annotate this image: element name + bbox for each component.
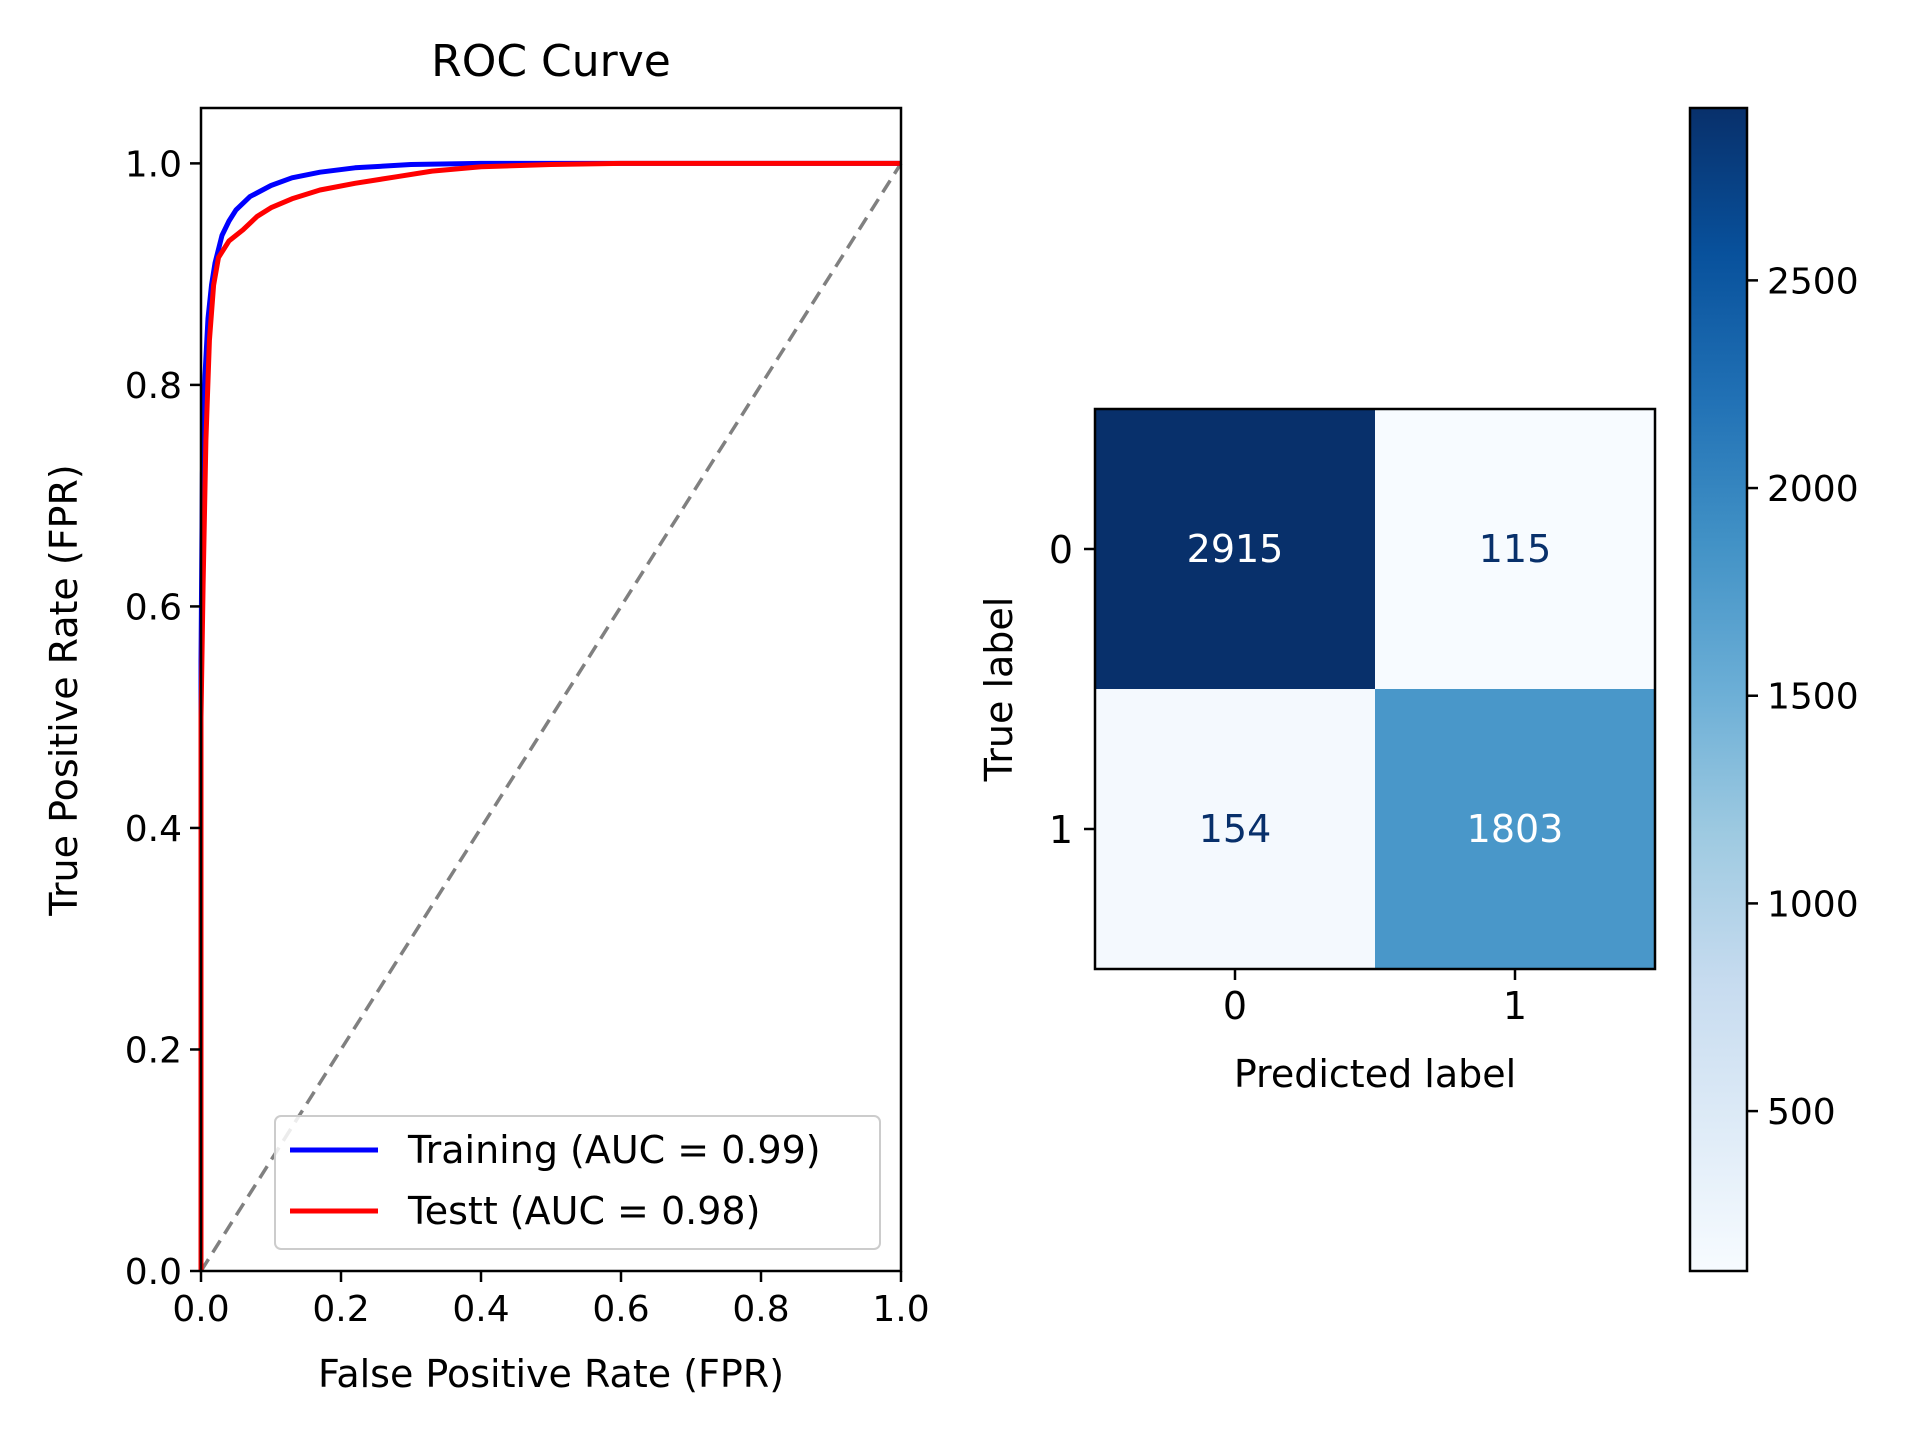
roc-plot-area <box>198 160 903 1272</box>
cm-cell-1-1 <box>1375 689 1655 969</box>
roc-series-chance-line <box>199 162 903 1272</box>
colorbar-ticks: 500 1000 1500 2000 2500 <box>1747 261 1859 1133</box>
confusion-matrix-ticks: 0 1 0 1 <box>1049 528 1527 1028</box>
roc-x-ticks: 0.0 0.2 0.4 0.6 0.8 1.0 <box>172 1271 930 1330</box>
cm-cell-0-0 <box>1095 409 1375 689</box>
cm-cell-value-0-0: 2915 <box>1187 527 1284 571</box>
colorbar-tick-label: 1500 <box>1767 677 1859 718</box>
cm-y-tick-label: 1 <box>1049 808 1073 852</box>
colorbar-gradient <box>1688 106 1749 1273</box>
roc-y-tick-label: 0.4 <box>125 809 182 850</box>
cm-x-tick-label: 0 <box>1223 984 1247 1028</box>
colorbar-tick-label: 500 <box>1767 1092 1836 1133</box>
roc-y-tick-label: 0.8 <box>125 366 182 407</box>
cm-cell-value-1-1: 1803 <box>1467 807 1564 851</box>
cm-cell-0-1 <box>1375 409 1655 689</box>
roc-x-tick-label: 0.4 <box>452 1289 509 1330</box>
roc-title: ROC Curve <box>431 36 671 87</box>
roc-x-tick-label: 0.6 <box>592 1289 649 1330</box>
roc-legend-label-test: Testt (AUC = 0.98) <box>407 1189 760 1233</box>
roc-legend-label-training: Training (AUC = 0.99) <box>407 1128 821 1172</box>
colorbar: 500 1000 1500 2000 2500 <box>1688 106 1859 1273</box>
roc-y-tick-label: 0.2 <box>125 1030 182 1071</box>
colorbar-tick-label: 2500 <box>1767 261 1859 302</box>
confusion-matrix-cells: 2915 115 154 1803 <box>1095 409 1655 969</box>
confusion-matrix-panel: 2915 115 154 1803 0 1 0 1 Predicted label True… <box>977 407 1657 1096</box>
roc-x-tick-label: 0.0 <box>172 1289 229 1330</box>
cm-cell-value-1-0: 154 <box>1199 807 1272 851</box>
roc-series-training-line <box>198 160 901 1271</box>
roc-legend: Training (AUC = 0.99) Testt (AUC = 0.98) <box>274 1115 881 1250</box>
cm-cell-value-0-1: 115 <box>1479 527 1552 571</box>
roc-y-tick-label: 0.0 <box>125 1252 182 1293</box>
cm-x-axis-label: Predicted label <box>1234 1052 1516 1096</box>
roc-legend-frame <box>274 1115 881 1250</box>
cm-y-axis-label: True label <box>977 597 1021 783</box>
colorbar-tick-label: 2000 <box>1767 469 1859 510</box>
roc-x-tick-label: 1.0 <box>872 1289 929 1330</box>
cm-x-tick-label: 1 <box>1503 984 1527 1028</box>
roc-x-tick-label: 0.2 <box>312 1289 369 1330</box>
roc-x-tick-label: 0.8 <box>732 1289 789 1330</box>
roc-series-test-line <box>198 160 901 1271</box>
roc-y-tick-label: 1.0 <box>125 144 182 185</box>
roc-y-ticks: 0.0 0.2 0.4 0.6 0.8 1.0 <box>125 144 201 1293</box>
roc-y-axis-label: True Positive Rate (FPR) <box>42 464 86 916</box>
roc-x-axis-label: False Positive Rate (FPR) <box>318 1352 784 1396</box>
confusion-matrix-frame <box>1093 407 1657 971</box>
colorbar-tick-label: 1000 <box>1767 884 1859 925</box>
roc-panel: ROC Curve 0.0 0.2 0.4 0.6 0.8 1.0 0.00.20.40.… <box>42 36 930 1396</box>
cm-cell-1-0 <box>1095 689 1375 969</box>
cm-y-tick-label: 0 <box>1049 528 1073 572</box>
roc-y-tick-label: 0.6 <box>125 587 182 628</box>
roc-axes-frame <box>199 106 903 1273</box>
